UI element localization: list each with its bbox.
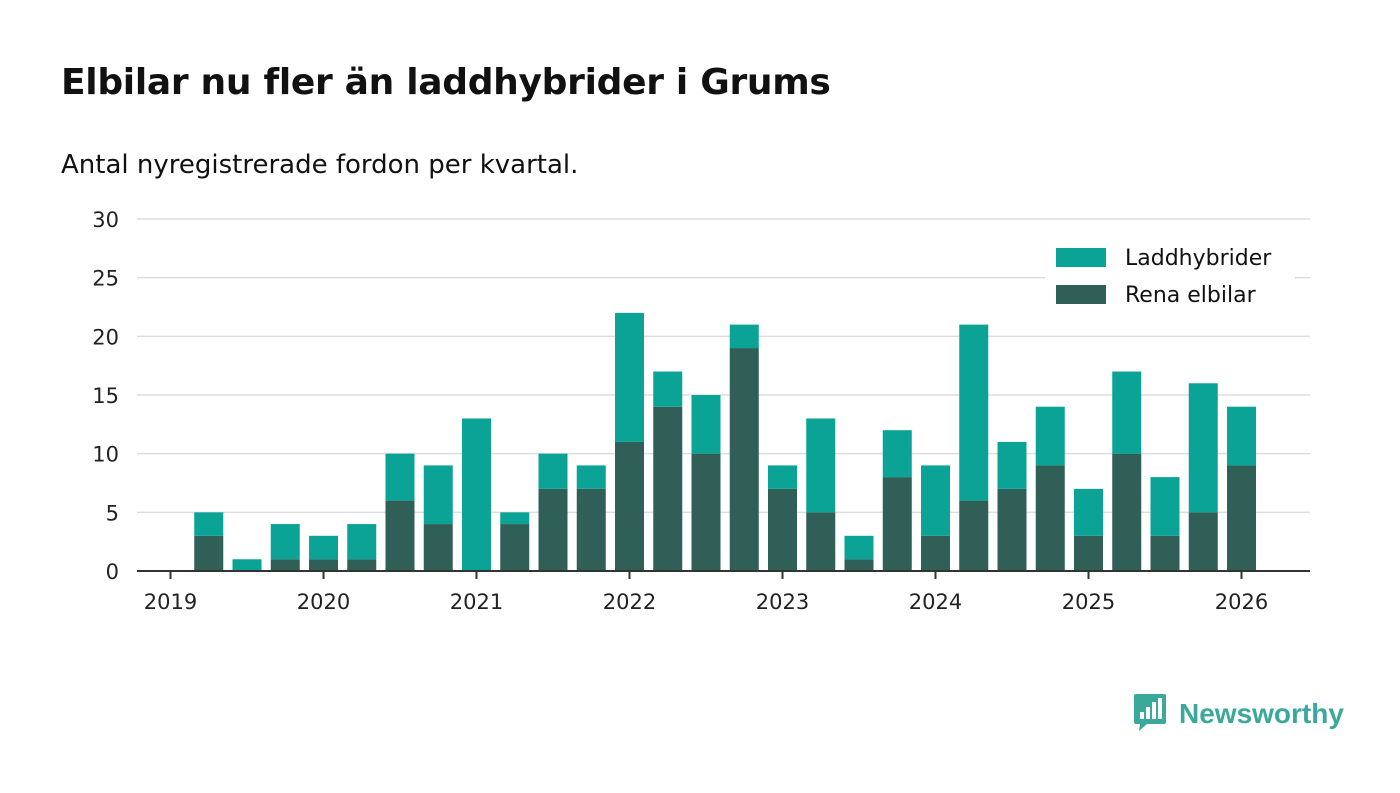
bar-rena-elbilar <box>576 488 606 571</box>
legend-label-rena-elbilar: Rena elbilar <box>1125 283 1257 308</box>
bar-rena-elbilar <box>806 512 836 571</box>
bar-laddhybrider <box>500 512 530 525</box>
bar-laddhybrider <box>653 371 683 407</box>
bar-rena-elbilar <box>1150 535 1180 571</box>
bar-rena-elbilar <box>997 488 1027 571</box>
bar-rena-elbilar <box>844 559 874 571</box>
y-tick-label: 10 <box>92 443 119 467</box>
legend-swatch-laddhybrider <box>1056 248 1106 267</box>
bar-laddhybrider <box>309 535 338 560</box>
chart-subtitle: Antal nyregistrerade fordon per kvartal. <box>61 150 579 180</box>
x-tick-label: 2025 <box>1062 590 1115 614</box>
bar-laddhybrider <box>462 418 491 571</box>
x-tick-label: 2020 <box>297 590 350 614</box>
bar-laddhybrider <box>806 418 836 513</box>
bar-laddhybrider <box>270 524 300 560</box>
x-tick-label: 2026 <box>1215 590 1268 614</box>
bar-laddhybrider <box>959 324 989 501</box>
bar-rena-elbilar <box>615 441 644 571</box>
bar-rena-elbilar <box>1112 453 1142 571</box>
bar-laddhybrider <box>729 324 759 349</box>
y-tick-label: 25 <box>92 267 119 291</box>
bar-laddhybrider <box>347 524 377 560</box>
bar-laddhybrider <box>882 430 912 478</box>
bar-laddhybrider <box>576 465 606 489</box>
y-tick-label: 30 <box>92 208 119 232</box>
legend-swatch-rena-elbilar <box>1056 285 1106 304</box>
bar-laddhybrider <box>768 465 797 489</box>
bar-rena-elbilar <box>959 500 989 571</box>
bar-laddhybrider <box>232 559 262 571</box>
bar-rena-elbilar <box>921 535 950 571</box>
bar-laddhybrider <box>997 441 1027 489</box>
chart-title: Elbilar nu fler än laddhybrider i Grums <box>61 62 831 103</box>
bar-rena-elbilar <box>385 500 415 571</box>
bar-rena-elbilar <box>653 406 683 571</box>
bar-rena-elbilar <box>691 453 721 571</box>
bar-laddhybrider <box>538 453 568 489</box>
bar-laddhybrider <box>423 465 453 525</box>
x-tick-label: 2021 <box>450 590 503 614</box>
bar-rena-elbilar <box>423 524 453 571</box>
brand: Newsworthy <box>1133 692 1344 736</box>
y-axis-ticks: 0 5 10 15 20 25 30 <box>92 208 119 584</box>
bar-laddhybrider <box>1227 406 1256 466</box>
bar-rena-elbilar <box>500 524 530 571</box>
bar-rena-elbilar <box>1074 535 1103 571</box>
y-tick-label: 15 <box>92 384 119 408</box>
bar-rena-elbilar <box>768 488 797 571</box>
bar-rena-elbilar <box>538 488 568 571</box>
bars <box>194 312 1256 571</box>
bar-laddhybrider <box>385 453 415 501</box>
bar-rena-elbilar <box>1227 465 1256 571</box>
x-tick-label: 2022 <box>603 590 656 614</box>
bar-rena-elbilar <box>194 535 224 571</box>
bar-rena-elbilar <box>1035 465 1065 571</box>
x-axis: 2019 2020 2021 2022 2023 2024 2025 2026 <box>137 570 1310 614</box>
bar-rena-elbilar <box>270 559 300 571</box>
y-tick-label: 0 <box>106 560 119 584</box>
bar-rena-elbilar <box>309 559 338 571</box>
y-tick-label: 20 <box>92 325 119 349</box>
bar-laddhybrider <box>921 465 950 536</box>
bar-laddhybrider <box>691 395 721 454</box>
bar-laddhybrider <box>615 312 644 442</box>
brand-name: Newsworthy <box>1179 698 1344 729</box>
bar-laddhybrider <box>194 512 224 536</box>
bar-laddhybrider <box>1074 488 1103 536</box>
x-tick-label: 2019 <box>144 590 197 614</box>
bar-laddhybrider <box>844 535 874 560</box>
bar-laddhybrider <box>1035 406 1065 466</box>
x-tick-label: 2023 <box>756 590 809 614</box>
legend-label-laddhybrider: Laddhybrider <box>1125 246 1272 271</box>
bar-laddhybrider <box>1112 371 1142 454</box>
bar-rena-elbilar <box>729 348 759 571</box>
legend: Laddhybrider Rena elbilar <box>1045 238 1295 308</box>
x-tick-label: 2024 <box>909 590 962 614</box>
bar-laddhybrider <box>1188 383 1218 513</box>
bar-rena-elbilar <box>1188 512 1218 571</box>
bar-laddhybrider <box>1150 477 1180 536</box>
bar-rena-elbilar <box>347 559 377 571</box>
newsworthy-logo-icon <box>1133 692 1167 736</box>
y-tick-label: 5 <box>106 501 119 525</box>
bar-rena-elbilar <box>882 477 912 571</box>
